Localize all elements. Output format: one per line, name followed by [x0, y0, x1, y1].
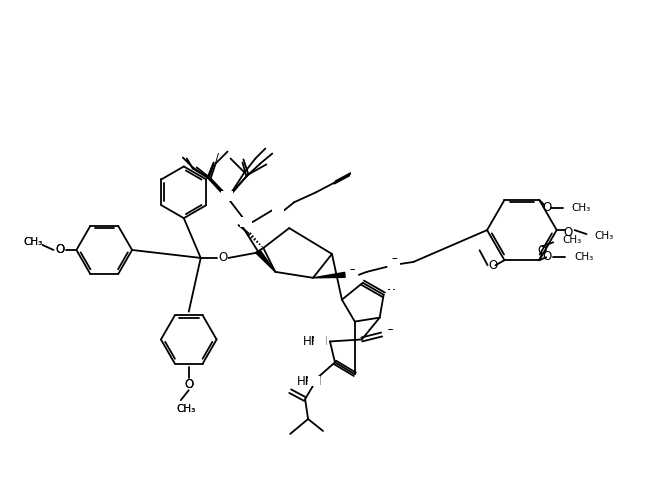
Text: HN: HN — [311, 335, 329, 348]
Bar — [272, 205, 284, 215]
Text: O: O — [563, 225, 572, 239]
Text: O: O — [542, 250, 552, 263]
Text: N: N — [313, 335, 322, 348]
Bar — [240, 217, 253, 227]
Text: O: O — [347, 268, 356, 281]
Text: /: / — [214, 152, 218, 165]
Text: CH₃: CH₃ — [574, 252, 594, 262]
Bar — [357, 372, 369, 382]
Text: N: N — [358, 371, 367, 384]
Text: P: P — [242, 215, 251, 229]
Bar — [384, 330, 395, 339]
Text: CH₃: CH₃ — [176, 404, 196, 414]
Text: HN: HN — [305, 375, 323, 388]
Text: O: O — [56, 244, 65, 256]
Text: O: O — [184, 378, 193, 391]
Text: N: N — [222, 190, 231, 203]
Bar — [351, 165, 363, 176]
Text: CH₃: CH₃ — [594, 231, 614, 241]
Text: O: O — [488, 259, 497, 272]
Text: O: O — [273, 204, 283, 216]
Text: O: O — [56, 244, 65, 256]
Text: CH₃: CH₃ — [562, 235, 581, 246]
Bar — [220, 191, 233, 201]
Text: N: N — [353, 164, 361, 177]
Text: O: O — [542, 201, 552, 215]
Text: O: O — [347, 268, 356, 281]
Text: CH₃: CH₃ — [176, 404, 196, 414]
Text: HN: HN — [297, 375, 314, 388]
Text: N: N — [353, 164, 361, 177]
Text: N: N — [224, 191, 233, 204]
Polygon shape — [257, 250, 275, 272]
Text: N: N — [358, 371, 367, 384]
Text: P: P — [242, 215, 251, 229]
Text: CH₃: CH₃ — [571, 203, 590, 213]
Text: O: O — [184, 378, 193, 391]
Bar — [276, 386, 288, 396]
Bar — [386, 290, 398, 300]
Text: HN: HN — [303, 335, 320, 348]
Text: CH₃: CH₃ — [23, 237, 42, 247]
Text: O: O — [273, 204, 283, 216]
Text: O: O — [277, 385, 287, 398]
Text: N: N — [388, 288, 396, 301]
Bar — [388, 259, 400, 269]
Text: S: S — [390, 257, 397, 271]
Text: O: O — [538, 244, 547, 257]
Text: O: O — [385, 328, 394, 341]
Bar — [346, 270, 358, 280]
Text: O: O — [385, 328, 394, 341]
Text: O: O — [218, 251, 227, 264]
Polygon shape — [313, 273, 345, 278]
Bar — [314, 337, 326, 346]
Text: S: S — [390, 257, 397, 271]
Text: O: O — [277, 385, 287, 398]
Text: N: N — [388, 288, 396, 301]
Bar — [308, 376, 320, 386]
Text: CH₃: CH₃ — [23, 237, 42, 247]
